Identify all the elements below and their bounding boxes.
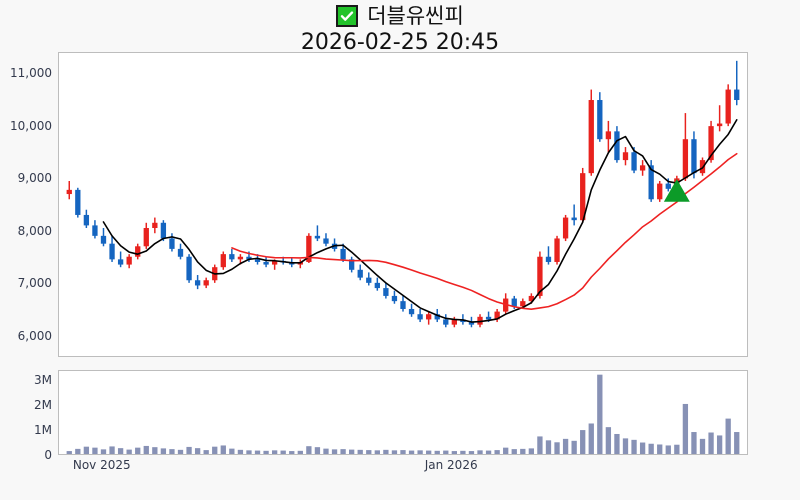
volume-axis-labels: 0 1M 2M 3M xyxy=(0,370,52,462)
volume-tick-label: 2M xyxy=(34,398,52,412)
price-tick-label: 9,000 xyxy=(17,171,52,186)
volume-tick-label: 3M xyxy=(34,373,52,387)
price-tick-label: 8,000 xyxy=(17,223,52,238)
chart-title-row: 더블유씬피 xyxy=(0,2,800,30)
volume-tick-label: 0 xyxy=(44,448,52,462)
price-axis-labels: 6,000 7,000 8,000 9,000 10,000 11,000 xyxy=(0,52,52,357)
page-title: 더블유씬피 xyxy=(367,3,464,28)
volume-chart-panel[interactable] xyxy=(58,370,748,455)
volume-tick-label: 1M xyxy=(34,423,52,437)
date-tick-label: Jan 2026 xyxy=(424,458,478,472)
date-tick-label: Nov 2025 xyxy=(72,458,131,472)
price-tick-label: 6,000 xyxy=(17,328,52,343)
date-axis-labels: Nov 2025 Jan 2026 xyxy=(58,458,748,478)
price-tick-label: 7,000 xyxy=(17,276,52,291)
chart-timestamp: 2026-02-25 20:45 xyxy=(300,30,500,55)
checked-checkbox-icon[interactable] xyxy=(336,5,359,27)
price-tick-label: 10,000 xyxy=(10,118,52,133)
price-tick-label: 11,000 xyxy=(10,66,52,81)
candlestick-plot xyxy=(66,60,740,328)
volume-bars-plot xyxy=(66,374,740,454)
price-chart-panel[interactable] xyxy=(58,52,748,357)
